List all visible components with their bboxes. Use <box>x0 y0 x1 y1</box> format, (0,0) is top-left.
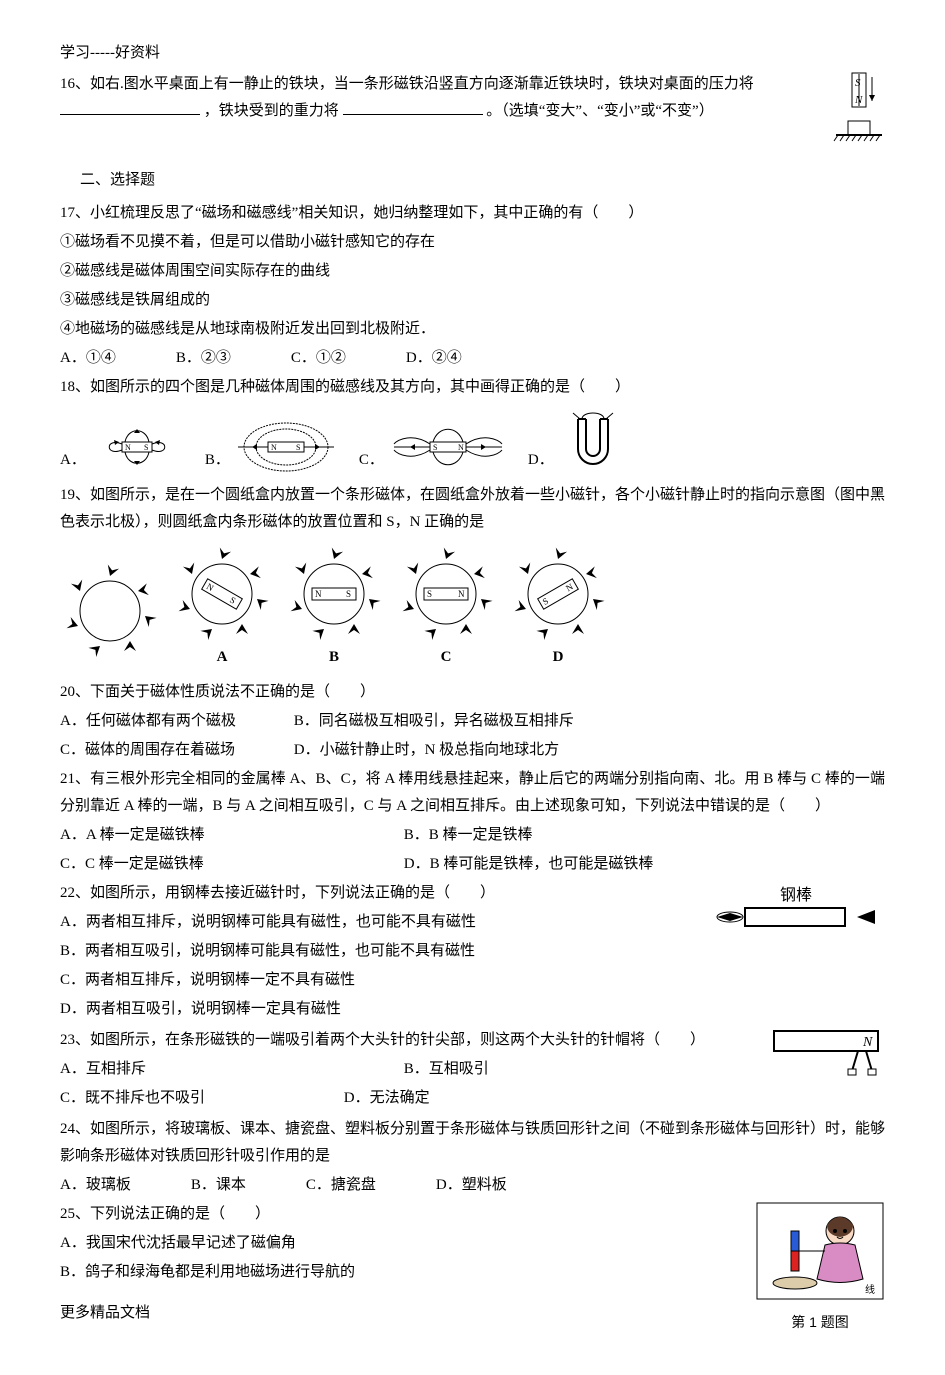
q19-label-a: A <box>172 644 272 671</box>
q21-opt-d[interactable]: D．B 棒可能是铁棒，也可能是磁铁棒 <box>404 856 654 872</box>
q19-label-b: B <box>284 644 384 671</box>
q19-figures: N S A NS B <box>60 544 885 671</box>
svg-text:S: S <box>144 443 148 452</box>
q24-opt-c[interactable]: C．搪瓷盘 <box>306 1172 376 1199</box>
q18-label-d: D． <box>528 447 554 474</box>
q24-stem: 24、如图所示，将玻璃板、课本、搪瓷盘、塑料板分别置于条形磁体与铁质回形针之间（… <box>60 1116 885 1170</box>
q16-figure: S N <box>830 71 885 151</box>
q21-opt-a[interactable]: A．A 棒一定是磁铁棒 <box>60 822 400 849</box>
q21-stem: 21、有三根外形完全相同的金属棒 A、B、C，将 A 棒用线悬挂起来，静止后它的… <box>60 766 885 820</box>
q17-opt-d[interactable]: D．②④ <box>406 345 462 372</box>
q16-text-c: 。（选填“变大”、“变小”或“不变”） <box>486 103 713 119</box>
q25-figure: 线 第 1 题图 <box>755 1201 885 1335</box>
q18-figures: A． NS B． NS C． SN <box>60 409 885 474</box>
q18-label-c: C． <box>359 447 384 474</box>
q19-fig-c: SN <box>396 544 496 644</box>
q22-opt-c[interactable]: C．两者相互排斥，说明钢棒一定不具有磁性 <box>60 967 885 994</box>
q19-stem: 19、如图所示，是在一个圆纸盒内放置一个条形磁体，在圆纸盒外放着一些小磁针，各个… <box>60 482 885 536</box>
q21-row1: A．A 棒一定是磁铁棒 B．B 棒一定是铁棒 <box>60 822 885 849</box>
q16-text-a: 16、如右.图水平桌面上有一静止的铁块，当一条形磁铁沿竖直方向逐渐靠近铁块时，铁… <box>60 76 754 92</box>
q23-stem: 23、如图所示，在条形磁铁的一端吸引着两个大头针的针尖部，则这两个大头针的针帽将… <box>60 1027 885 1054</box>
svg-text:N: N <box>862 1035 873 1050</box>
q17-opt-c[interactable]: C．①② <box>291 345 346 372</box>
q19-label-d: D <box>508 644 608 671</box>
svg-text:N: N <box>315 589 322 599</box>
q17-s1: ①磁场看不见摸不着，但是可以借助小磁针感知它的存在 <box>60 229 885 256</box>
svg-text:N: N <box>458 443 464 452</box>
svg-text:N: N <box>854 94 863 106</box>
q17-opt-a[interactable]: A．①④ <box>60 345 116 372</box>
svg-text:S: S <box>427 589 432 599</box>
page-header: 学习-----好资料 <box>60 40 885 67</box>
q16: 16、如右.图水平桌面上有一静止的铁块，当一条形磁铁沿竖直方向逐渐靠近铁块时，铁… <box>60 71 885 125</box>
q20-opt-b[interactable]: B．同名磁极互相吸引，异名磁极互相排斥 <box>294 713 574 729</box>
q20-row1: A．任何磁体都有两个磁极 B．同名磁极互相吸引，异名磁极互相排斥 <box>60 708 885 735</box>
svg-text:S: S <box>296 443 300 452</box>
q16-blank-1[interactable] <box>60 99 200 115</box>
svg-text:N: N <box>458 589 465 599</box>
q17-opt-b[interactable]: B．②③ <box>176 345 231 372</box>
q23-opt-b[interactable]: B．互相吸引 <box>404 1061 489 1077</box>
q18-fig-a: NS <box>90 419 185 474</box>
q23-row2: C．既不排斥也不吸引 D．无法确定 <box>60 1085 885 1112</box>
q20-stem: 20、下面关于磁体性质说法不正确的是（ ） <box>60 679 885 706</box>
q22-figure: 钢棒 <box>715 886 885 946</box>
q21-row2: C．C 棒一定是磁铁棒 D．B 棒可能是铁棒，也可能是磁铁棒 <box>60 851 885 878</box>
q23-row1: A．互相排斥 B．互相吸引 <box>60 1056 885 1083</box>
svg-text:N: N <box>271 443 277 452</box>
q17-s4: ④地磁场的磁感线是从地球南极附近发出回到北极附近． <box>60 316 885 343</box>
q24-opt-b[interactable]: B．课本 <box>191 1172 246 1199</box>
q22-fig-label: 钢棒 <box>780 886 812 904</box>
q19-fig-ref <box>60 561 160 671</box>
q17-options: A．①④ B．②③ C．①② D．②④ <box>60 345 885 372</box>
q20-opt-a[interactable]: A．任何磁体都有两个磁极 <box>60 708 290 735</box>
q18-label-a: A． <box>60 447 86 474</box>
q16-blank-2[interactable] <box>343 99 483 115</box>
svg-text:S: S <box>855 77 861 89</box>
q24-options: A．玻璃板 B．课本 C．搪瓷盘 D．塑料板 <box>60 1172 885 1199</box>
q18-fig-d <box>558 409 628 474</box>
q20-row2: C．磁体的周围存在着磁场 D．小磁针静止时，N 极总指向地球北方 <box>60 737 885 764</box>
q18-fig-b: NS <box>234 419 339 474</box>
q20-opt-c[interactable]: C．磁体的周围存在着磁场 <box>60 737 290 764</box>
q19-fig-a: N S <box>172 544 272 644</box>
q19-fig-d: S N <box>508 544 608 644</box>
svg-text:S: S <box>433 443 437 452</box>
q16-text-b: ，铁块受到的重力将 <box>204 103 339 119</box>
q18-stem: 18、如图所示的四个图是几种磁体周围的磁感线及其方向，其中画得正确的是（ ） <box>60 374 885 401</box>
q23-opt-c[interactable]: C．既不排斥也不吸引 <box>60 1085 340 1112</box>
q19-label-c: C <box>396 644 496 671</box>
q23-opt-d[interactable]: D．无法确定 <box>344 1090 430 1106</box>
q19-fig-b: NS <box>284 544 384 644</box>
q25-caption: 第 1 题图 <box>755 1310 885 1335</box>
q21-opt-b[interactable]: B．B 棒一定是铁棒 <box>404 827 533 843</box>
q17-s3: ③磁感线是铁屑组成的 <box>60 287 885 314</box>
q18-label-b: B． <box>205 447 230 474</box>
q23-opt-a[interactable]: A．互相排斥 <box>60 1056 400 1083</box>
q17-s2: ②磁感线是磁体周围空间实际存在的曲线 <box>60 258 885 285</box>
section-2-title: 二、选择题 <box>80 167 885 194</box>
svg-text:N: N <box>125 443 131 452</box>
svg-text:线: 线 <box>865 1283 875 1296</box>
q24-opt-d[interactable]: D．塑料板 <box>436 1172 507 1199</box>
q17-stem: 17、小红梳理反思了“磁场和磁感线”相关知识，她归纳整理如下，其中正确的有（ ） <box>60 200 885 227</box>
q20-opt-d[interactable]: D．小磁针静止时，N 极总指向地球北方 <box>294 742 559 758</box>
q24-opt-a[interactable]: A．玻璃板 <box>60 1172 131 1199</box>
q21-opt-c[interactable]: C．C 棒一定是磁铁棒 <box>60 851 400 878</box>
q18-fig-c: SN <box>388 419 508 474</box>
q22-opt-d[interactable]: D．两者相互吸引，说明钢棒一定具有磁性 <box>60 996 885 1023</box>
q23-figure: N <box>770 1025 885 1085</box>
svg-text:S: S <box>346 589 351 599</box>
